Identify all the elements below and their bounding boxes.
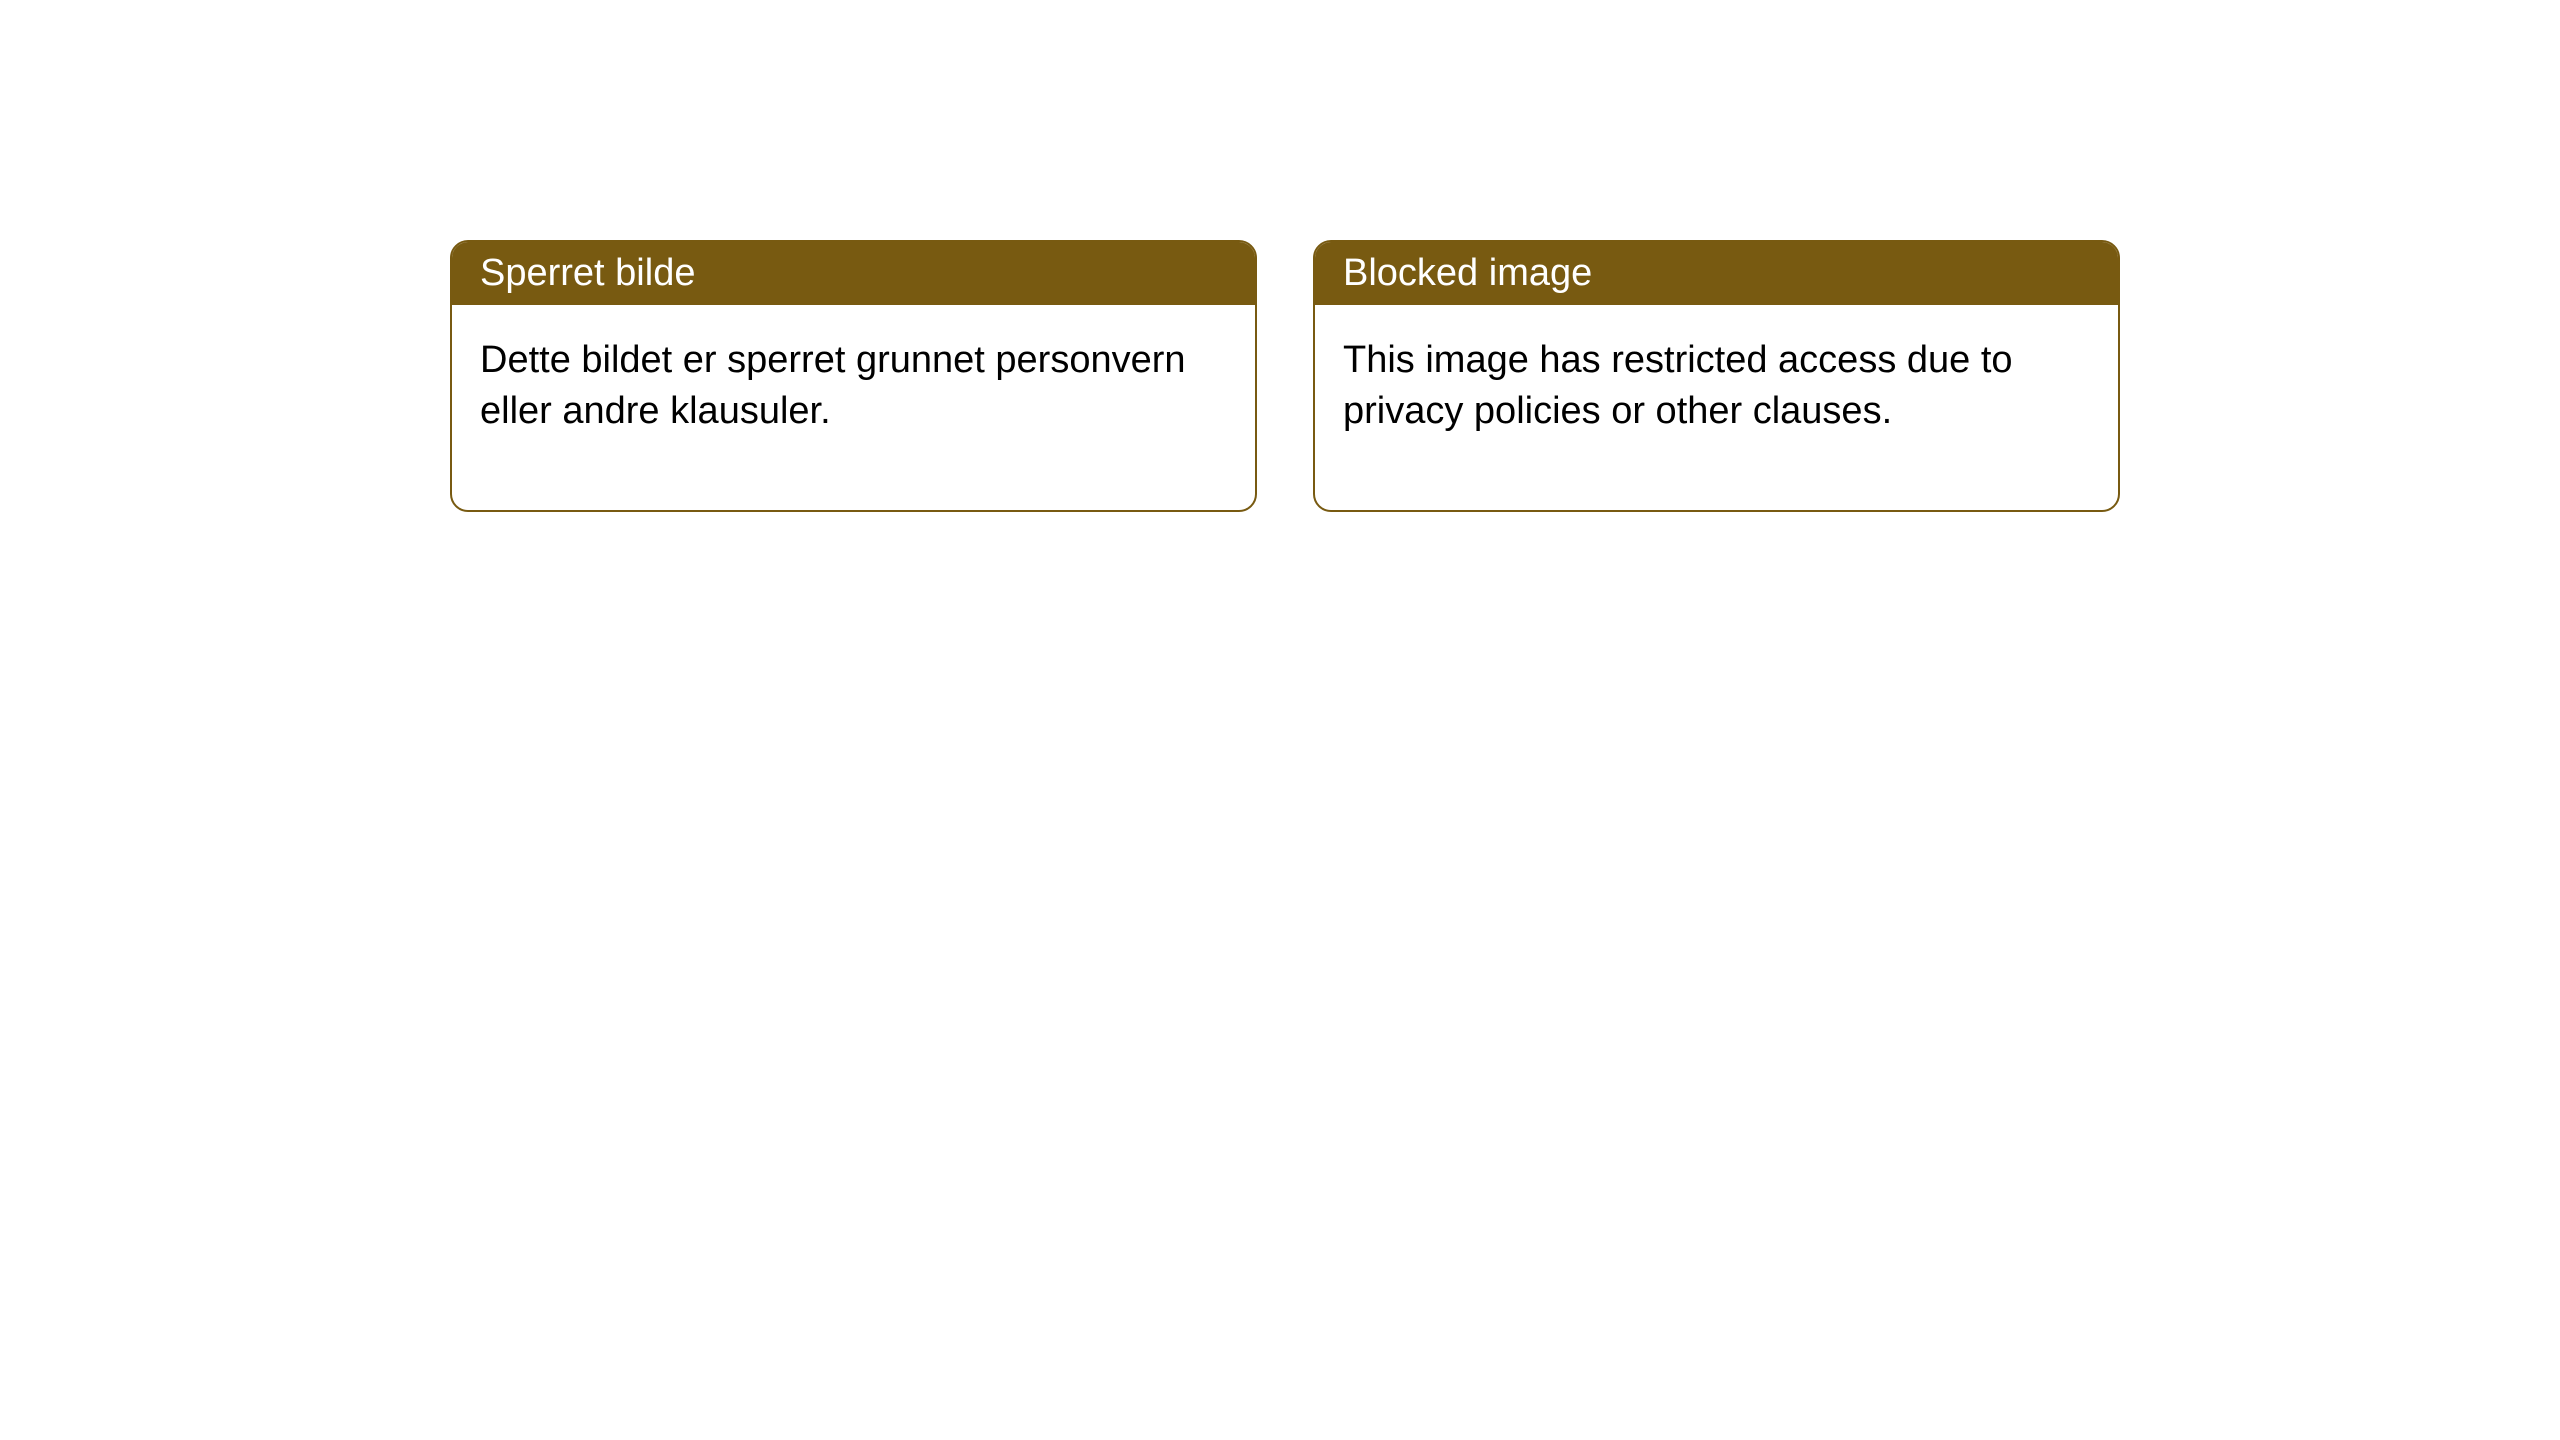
notice-body-english: This image has restricted access due to … [1315,305,2118,510]
notice-body-norwegian: Dette bildet er sperret grunnet personve… [452,305,1255,510]
notice-card-norwegian: Sperret bilde Dette bildet er sperret gr… [450,240,1257,512]
notice-container: Sperret bilde Dette bildet er sperret gr… [0,0,2560,512]
notice-title-norwegian: Sperret bilde [452,242,1255,305]
notice-card-english: Blocked image This image has restricted … [1313,240,2120,512]
notice-title-english: Blocked image [1315,242,2118,305]
